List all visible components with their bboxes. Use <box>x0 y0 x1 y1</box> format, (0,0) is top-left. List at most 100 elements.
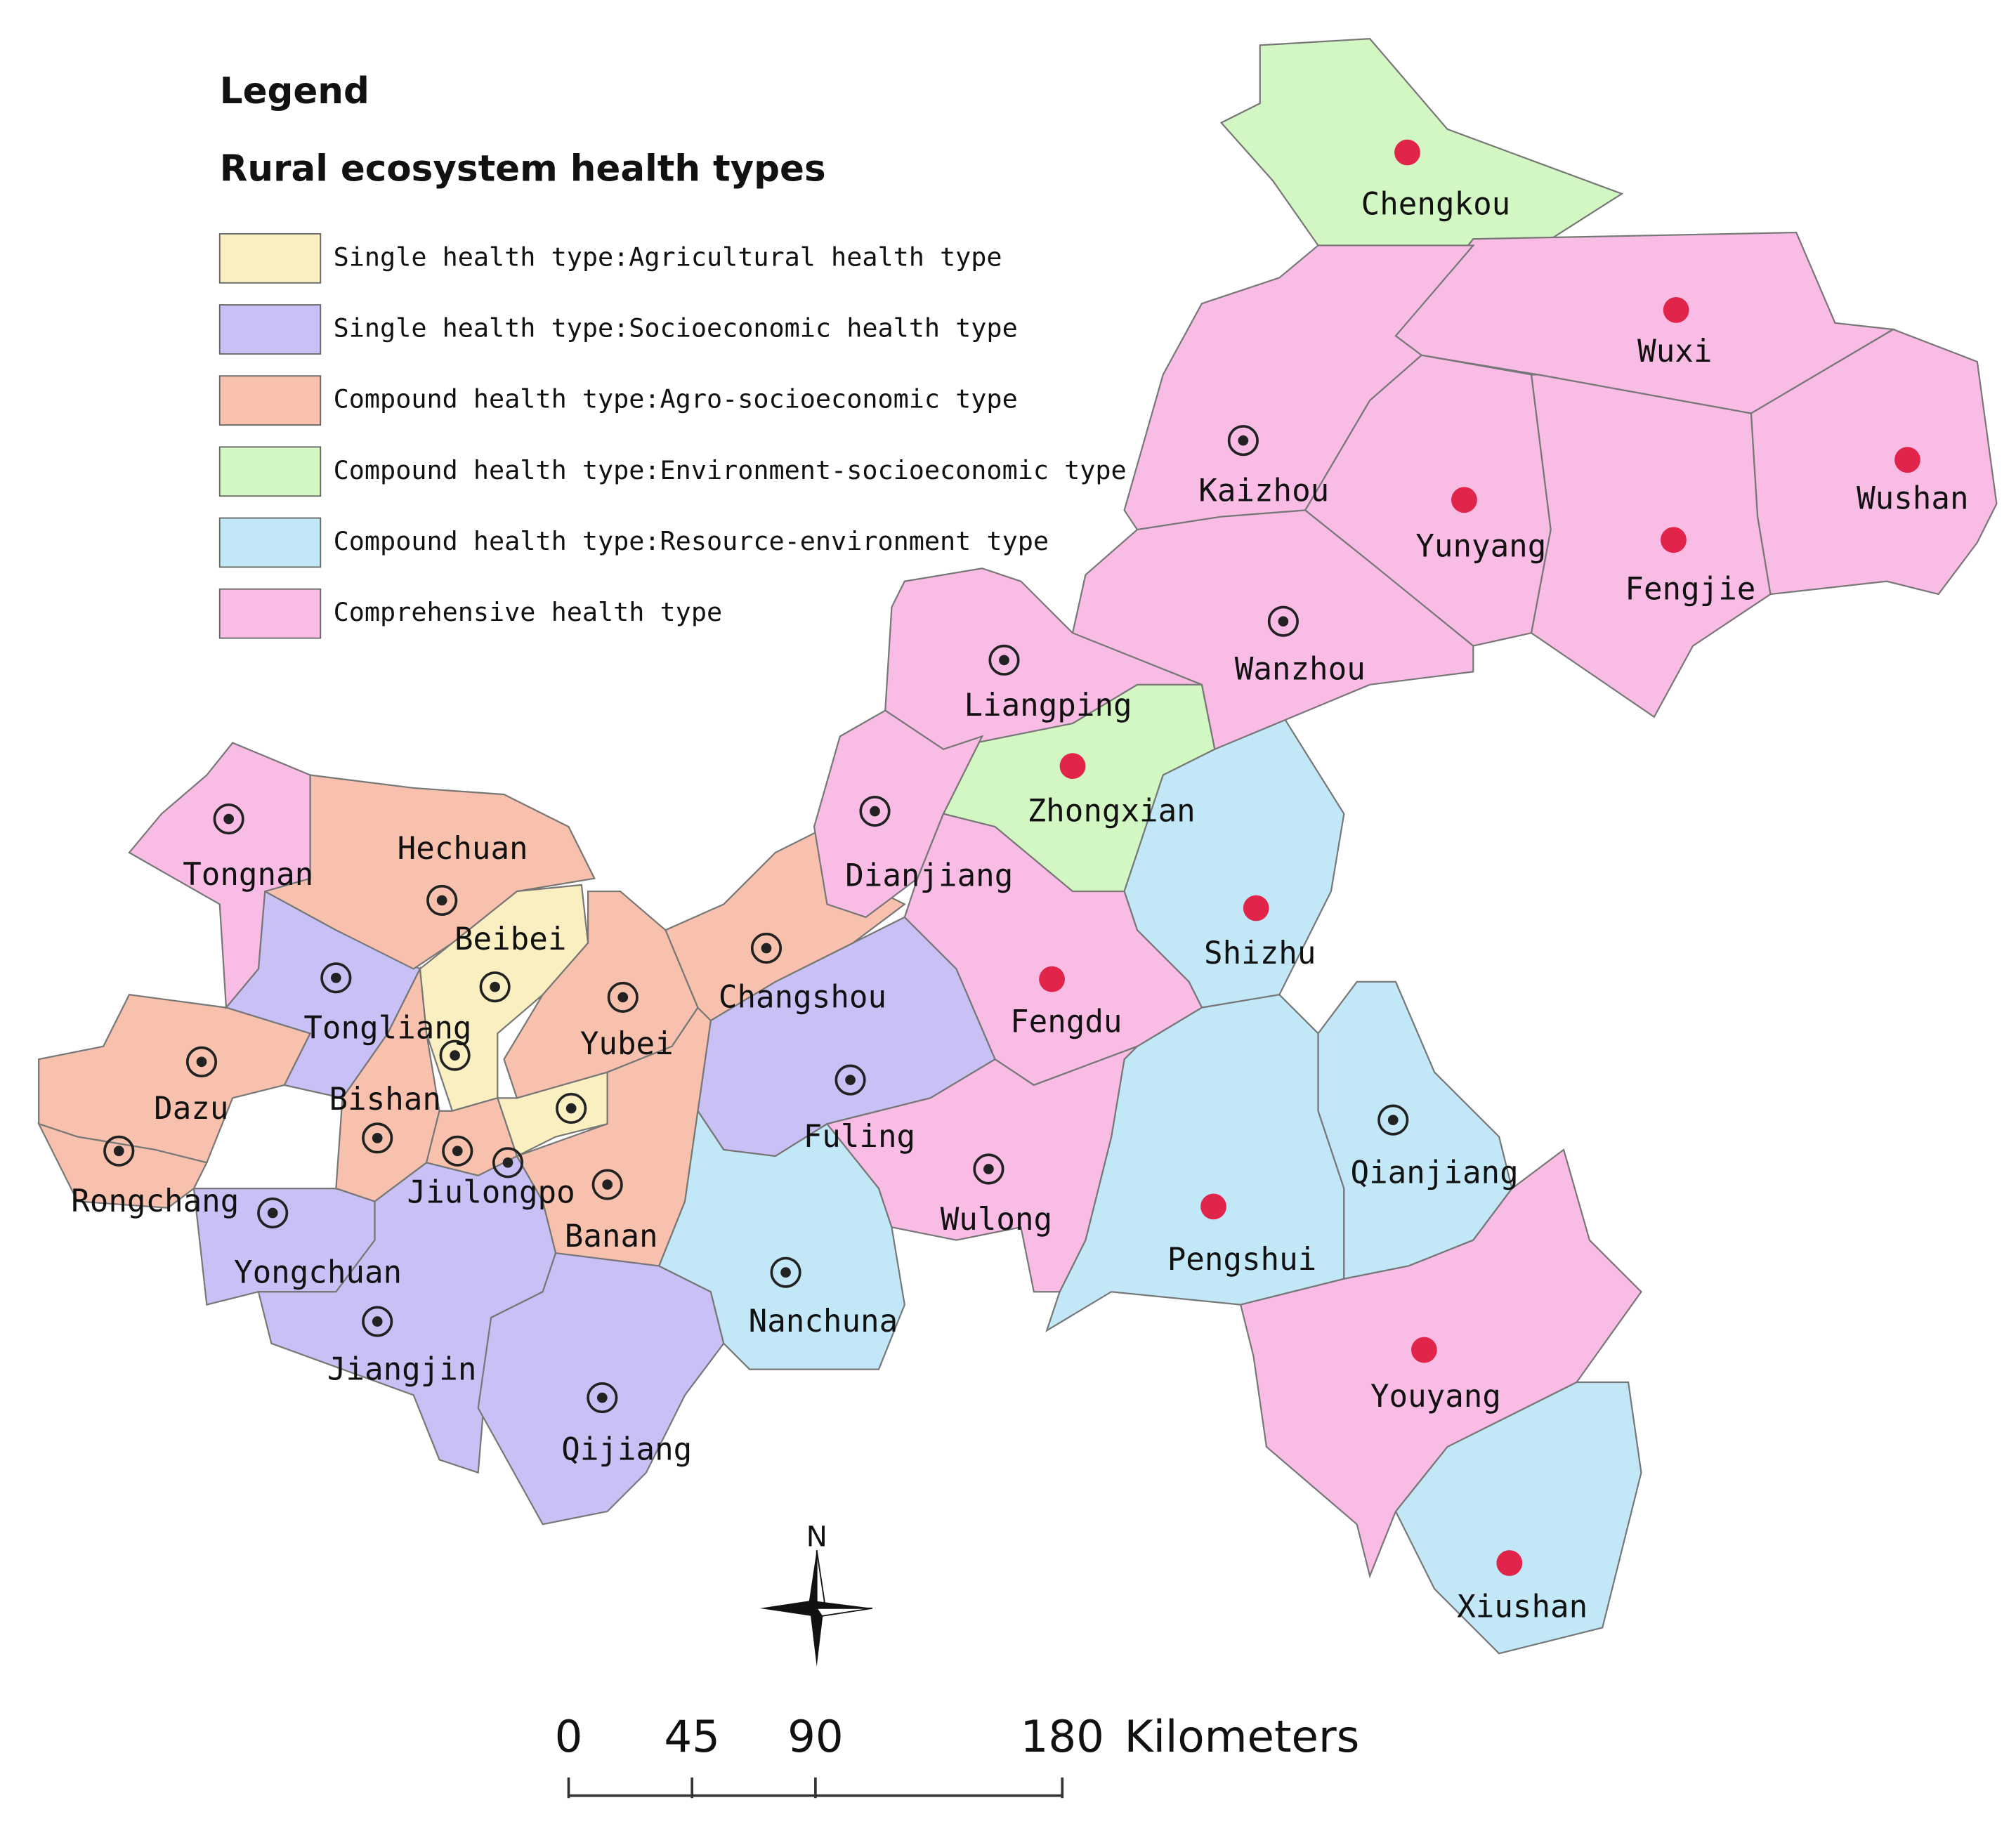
district-label: Yubei <box>580 1026 674 1062</box>
district-label: Shizhu <box>1204 936 1316 971</box>
regions <box>37 38 1998 1655</box>
district-area <box>813 709 984 919</box>
district-area <box>825 1045 1138 1293</box>
scale-bar: 0 45 90 180 Kilometers <box>555 1711 1360 1799</box>
seat-marker <box>607 981 639 1013</box>
scale-label: 0 <box>555 1711 583 1762</box>
seat-marker-dot <box>983 1164 994 1174</box>
district-label: Wushan <box>1857 481 1968 517</box>
district-label: Fengjie <box>1625 571 1755 607</box>
district-label: Qijiang <box>561 1431 692 1467</box>
seat-marker <box>1377 1104 1409 1136</box>
seat-marker-dot <box>223 813 234 825</box>
seat-marker <box>1411 1337 1437 1363</box>
district-label: Yunyang <box>1415 529 1546 565</box>
seat-marker <box>439 1039 471 1071</box>
district-label: Banan <box>565 1219 658 1254</box>
district-label: Tongliang <box>303 1011 471 1046</box>
seat-marker <box>1200 1193 1226 1220</box>
seat-marker <box>1243 895 1269 921</box>
seat-marker-dot <box>267 1207 278 1219</box>
legend-label: Comprehensive health type <box>334 597 722 627</box>
district-label: Wanzhou <box>1235 651 1366 687</box>
seat-marker <box>1661 527 1687 553</box>
seat-marker-dot <box>845 1075 856 1085</box>
seat-marker-dot <box>1238 435 1249 446</box>
seat-marker <box>1496 1550 1523 1576</box>
seat-marker <box>556 1092 587 1124</box>
seat-marker <box>1663 297 1689 323</box>
compass-label: N <box>806 1520 827 1554</box>
legend-label: Compound health type:Resource-environmen… <box>334 526 1049 556</box>
district-label: Dianjiang <box>845 858 1013 894</box>
district-label: Yongchuan <box>234 1254 402 1290</box>
scale-unit: Kilometers <box>1125 1711 1360 1762</box>
district-label: Jiangjin <box>327 1351 477 1387</box>
legend-title: Legend <box>220 70 369 112</box>
seat-marker <box>1039 966 1065 992</box>
district-area <box>128 742 311 1010</box>
seat-marker <box>362 1306 393 1337</box>
district-area <box>884 567 1203 750</box>
seat-marker <box>320 962 352 994</box>
seat-marker-dot <box>196 1056 207 1068</box>
seat-marker-dot <box>452 1146 463 1157</box>
district-label: Nanchuna <box>749 1304 898 1339</box>
legend-swatch <box>218 375 322 426</box>
seat-marker <box>1394 139 1420 166</box>
district-label: Xiushan <box>1457 1589 1588 1625</box>
district-area <box>903 813 1203 1087</box>
district-label: Bishan <box>329 1082 441 1117</box>
seat-marker-dot <box>780 1267 791 1278</box>
seat-marker <box>257 1197 289 1229</box>
seat-marker-dot <box>372 1133 383 1143</box>
legend-label: Compound health type:Agro-socioeconomic … <box>334 384 1018 414</box>
district-label: Fuling <box>804 1119 915 1155</box>
seat-marker-dot <box>617 992 629 1003</box>
district-label: Fengdu <box>1010 1004 1122 1040</box>
seat-marker-dot <box>436 895 447 906</box>
district-area <box>477 1252 725 1526</box>
seat-marker-dot <box>490 981 500 992</box>
seat-marker <box>479 971 511 1003</box>
legend-swatch <box>218 232 322 284</box>
district-label: Changshou <box>719 980 886 1016</box>
labels: Beibei Tongliang Yongchuan Jiangjin Qijiang F… <box>71 186 1968 1625</box>
legend-label: Single health type:Socioeconomic health … <box>334 313 1018 343</box>
seat-marker <box>1059 753 1086 780</box>
legend-swatch <box>218 517 322 568</box>
seat-marker-dot <box>761 943 772 954</box>
seat-marker <box>1451 487 1477 513</box>
seat-marker-dot <box>596 1392 608 1403</box>
seat-marker-dot <box>1387 1115 1399 1125</box>
compass: N <box>759 1520 872 1667</box>
district-label: Jiulongpo <box>407 1174 575 1210</box>
seat-marker <box>185 1046 218 1077</box>
seat-marker <box>492 1147 524 1179</box>
district-area <box>1530 374 1772 719</box>
district-label: Chengkou <box>1361 186 1511 222</box>
district-label: Beibei <box>454 921 566 957</box>
district-label: Qianjiang <box>1351 1155 1519 1191</box>
legend-swatch <box>218 304 322 355</box>
scale-label: 45 <box>664 1711 720 1762</box>
district-label: Tongnan <box>183 857 313 893</box>
seat-marker <box>973 1153 1004 1185</box>
district-area <box>1239 1148 1642 1579</box>
district-label: Hechuan <box>398 831 528 867</box>
seat-marker-dot <box>999 655 1009 666</box>
seat-marker-dot <box>1278 616 1289 627</box>
seat-marker <box>1267 605 1299 637</box>
district-label: Youyang <box>1370 1379 1501 1415</box>
scale-label: 90 <box>787 1711 844 1762</box>
district-label: Dazu <box>154 1091 228 1127</box>
seat-marker <box>1894 447 1920 473</box>
seat-marker <box>591 1169 623 1200</box>
seat-marker <box>213 803 244 835</box>
district-label: Kaizhou <box>1198 473 1329 509</box>
district-label: Pengshui <box>1167 1242 1317 1278</box>
legend-swatch <box>218 446 322 497</box>
district-label: Wulong <box>941 1202 1052 1238</box>
seat-marker <box>988 644 1020 676</box>
seat-marker <box>859 795 891 827</box>
